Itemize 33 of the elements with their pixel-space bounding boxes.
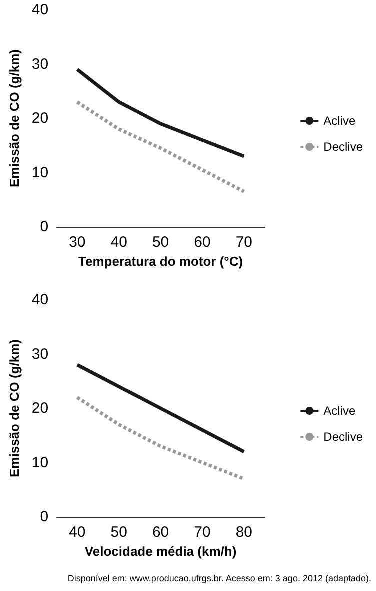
x-tick-label: 70 (194, 524, 211, 541)
x-tick-label: 50 (152, 234, 170, 251)
x-tick-label: 40 (69, 524, 86, 541)
x-tick-label: 40 (110, 234, 128, 251)
legend-label: Declive (324, 140, 364, 154)
line-series (76, 68, 246, 158)
y-tick-label: 40 (32, 292, 49, 308)
x-tick-label: 50 (110, 524, 128, 541)
y-tick-label: 10 (32, 454, 49, 472)
legend-label: Aclive (324, 114, 356, 128)
y-tick-label: 30 (32, 346, 49, 363)
line-series (76, 363, 246, 454)
line-series (76, 396, 246, 481)
x-tick-label: 60 (152, 524, 170, 541)
legend-label: Aclive (324, 404, 356, 418)
line-series (76, 100, 246, 194)
x-tick-label: 60 (194, 234, 211, 251)
y-tick-label: 20 (32, 400, 49, 417)
y-tick-label: 10 (32, 164, 49, 182)
y-tick-label: 30 (32, 56, 49, 73)
y-tick-label: 0 (40, 218, 49, 236)
x-axis-title: Velocidade média (km/h) (84, 544, 237, 559)
y-tick-label: 0 (40, 508, 49, 526)
x-tick-label: 30 (69, 234, 86, 251)
x-tick-label: 80 (236, 524, 252, 541)
text: Disponível em: www.producao.ufrgs.br. Acesso em: 3 ago. 2012 (adaptado). (68, 574, 372, 584)
x-tick-label: 70 (236, 234, 252, 251)
y-axis-title: Emissão de CO (g/km) (7, 340, 22, 478)
legend-label: Declive (324, 430, 364, 444)
y-tick-label: 40 (32, 2, 49, 18)
y-tick-label: 20 (32, 110, 49, 127)
x-axis-title: Temperatura do motor (°C) (78, 254, 244, 269)
y-axis-title: Emissão de CO (g/km) (7, 50, 22, 188)
